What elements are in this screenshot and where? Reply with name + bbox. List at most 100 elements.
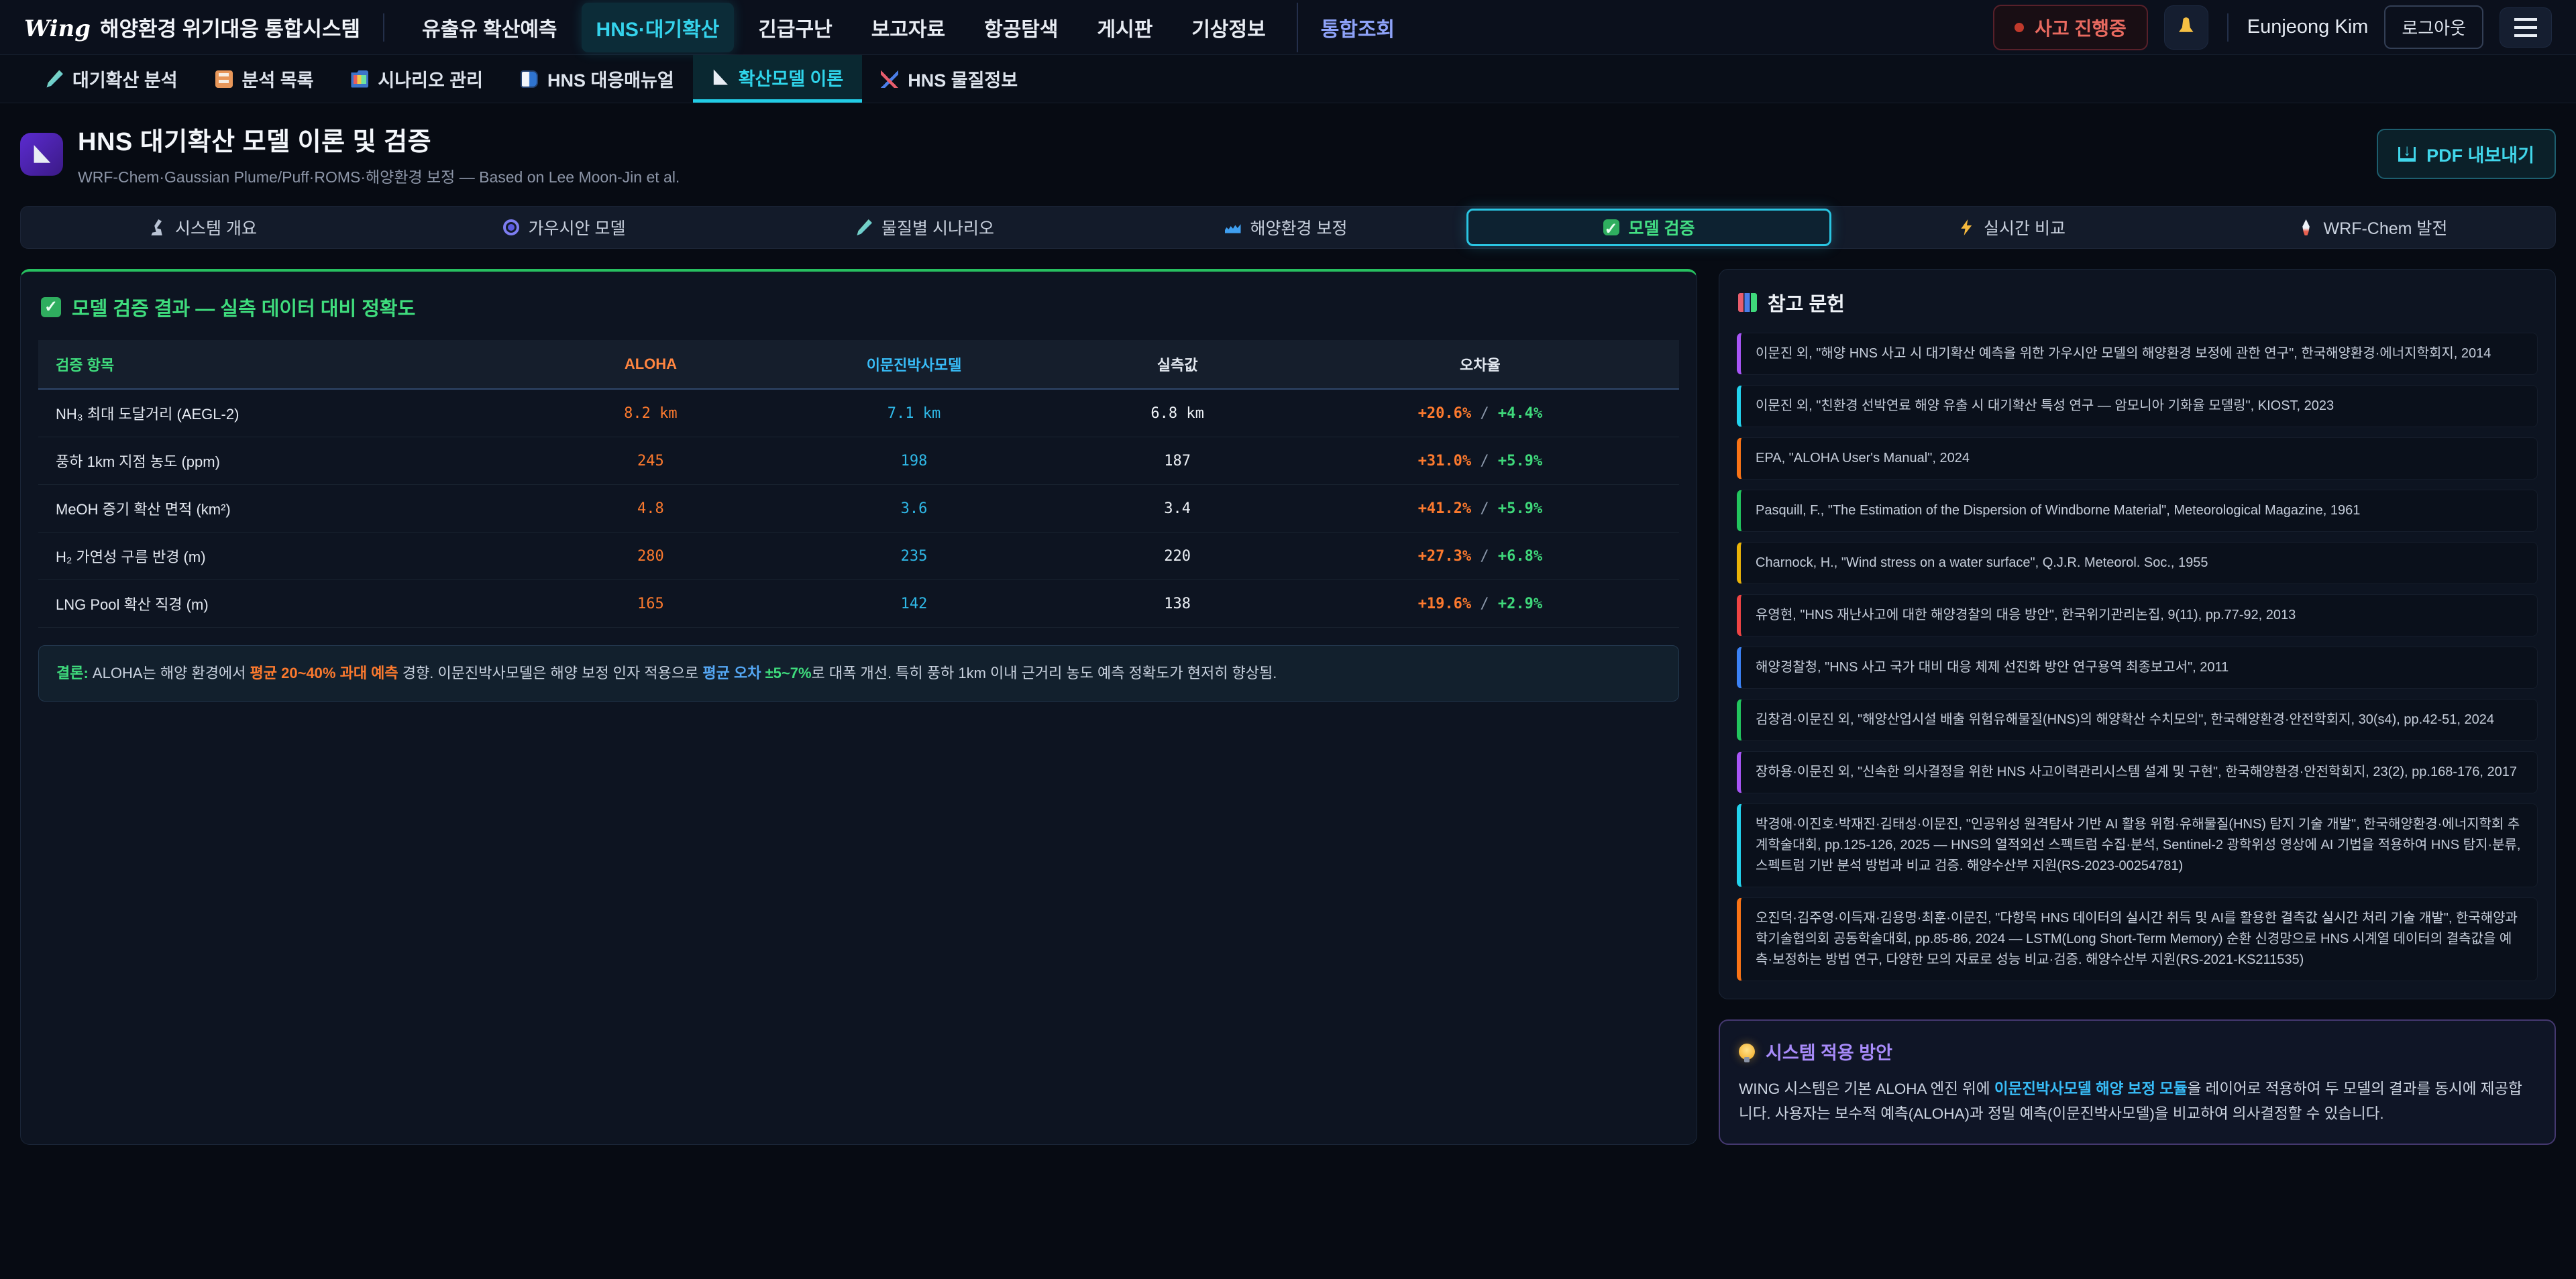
table-row: MeOH 증기 확산 면적 (km²) 4.8 3.6 3.4 +41.2% /… [38,484,1680,533]
subnav-item[interactable]: 대기확산 분석 [27,55,197,103]
model-validation-panel: 모델 검증 결과 — 실측 데이터 대비 정확도 검증 항목 ALOHA 이문진… [20,269,1698,1146]
cell-aloha: 165 [547,579,755,628]
main-panels: 모델 검증 결과 — 실측 데이터 대비 정확도 검증 항목 ALOHA 이문진… [20,269,2556,1146]
theory-tab-label: 모델 검증 [1628,219,1695,238]
reference-item: Charnock, H., "Wind stress on a water su… [1737,542,2538,584]
main-nav-item[interactable]: 보고자료 [871,18,946,41]
cell-item: NH₃ 최대 도달거리 (AEGL-2) [38,389,547,437]
main-nav-item[interactable]: 항공탐색 [984,18,1059,41]
subnav-item-label: HNS 대응매뉴얼 [547,70,674,91]
theory-tab[interactable]: WRF-Chem 발전 [2192,209,2553,246]
col-header-model: 이문진박사모델 [754,340,1074,390]
cell-error: +31.0% / +5.9% [1281,437,1680,485]
table-row: H₂ 가연성 구름 반경 (m) 280 235 220 +27.3% / +6… [38,532,1680,580]
page-title-block: HNS 대기확산 모델 이론 및 검증 WRF-Chem·Gaussian Pl… [78,121,680,187]
cell-aloha: 280 [547,532,755,580]
theory-tab[interactable]: 물질별 시나리오 [745,209,1106,246]
section-subnav: 대기확산 분석 분석 목록 시나리오 관리 HNS 대응매뉴얼 확산모델 이론 … [0,55,2576,103]
bell-icon [2178,17,2194,32]
cell-error: +20.6% / +4.4% [1281,389,1680,437]
incident-badge-label: 사고 진행중 [2035,17,2127,39]
validation-table: 검증 항목 ALOHA 이문진박사모델 실측값 오차율 NH₃ 최대 도달거리 … [38,340,1680,628]
theory-tab-label: 실시간 비교 [1984,219,2065,238]
theory-tab-label: 시스템 개요 [175,219,257,238]
theory-tab-bar: 시스템 개요 가우시안 모델 물질별 시나리오 해양환경 보정 모델 검증 [20,206,2556,249]
logout-button[interactable]: 로그아웃 [2384,5,2483,49]
bulb-icon [1739,1043,1756,1062]
theory-tab[interactable]: 시스템 개요 [23,209,384,246]
cell-item: MeOH 증기 확산 면적 (km²) [38,484,547,533]
menu-button[interactable] [2500,7,2552,48]
cell-item: 풍하 1km 지점 농도 (ppm) [38,437,547,485]
subnav-item[interactable]: 분석 목록 [197,55,333,103]
cell-model: 198 [754,437,1074,485]
theory-tab-label: 가우시안 모델 [528,219,626,238]
reference-item: 오진덕·김주영·이득재·김용명·최훈·이문진, "다항목 HNS 데이터의 실시… [1737,897,2538,981]
theory-tab[interactable]: 가우시안 모델 [384,209,745,246]
theory-tab-label: WRF-Chem 발전 [2323,219,2448,238]
cell-error: +19.6% / +2.9% [1281,579,1680,628]
references-panel: 참고 문헌 이문진 외, "해양 HNS 사고 시 대기확산 예측을 위한 가우… [1719,269,2556,999]
subnav-item-label: HNS 물질정보 [908,70,1018,91]
triangle-ruler-icon [34,145,51,163]
logo-wordmark: Wing [24,15,91,42]
application-title: 시스템 적용 방안 [1766,1043,1892,1063]
incident-status-badge[interactable]: 사고 진행중 [1993,4,2148,50]
main-nav-item[interactable]: 긴급구난 [758,18,833,41]
cell-model: 142 [754,579,1074,628]
validation-table-head: 검증 항목 ALOHA 이문진박사모델 실측값 오차율 [38,340,1680,390]
table-row: 풍하 1km 지점 농도 (ppm) 245 198 187 +31.0% / … [38,437,1680,485]
application-heading: 시스템 적용 방안 [1739,1038,2536,1064]
main-nav-item[interactable]: HNS·대기확산 [581,2,735,52]
reference-item: 이문진 외, "해양 HNS 사고 시 대기확산 예측을 위한 가우시안 모델의… [1737,333,2538,375]
theory-tab[interactable]: 해양환경 보정 [1106,209,1466,246]
page-title: HNS 대기확산 모델 이론 및 검증 [78,128,432,156]
cell-model: 7.1 km [754,389,1074,437]
page-content: HNS 대기확산 모델 이론 및 검증 WRF-Chem·Gaussian Pl… [0,103,2576,1146]
app-logo: Wing 해양환경 위기대응 통합시스템 [24,12,360,42]
references-title: 참고 문헌 [1768,294,1845,315]
right-column: 참고 문헌 이문진 외, "해양 HNS 사고 시 대기확산 예측을 위한 가우… [1719,269,2556,1146]
topbar-right: 사고 진행중 Eunjeong Kim 로그아웃 [1993,4,2552,50]
cell-measured: 220 [1073,532,1281,580]
subnav-item[interactable]: 확산모델 이론 [692,55,863,103]
validation-heading: 모델 검증 결과 — 실측 데이터 대비 정확도 [41,293,1679,321]
export-download-icon [2398,142,2416,162]
cell-measured: 187 [1073,437,1281,485]
cell-aloha: 4.8 [547,484,755,533]
subnav-item-label: 분석 목록 [241,70,314,91]
theory-tab-label: 해양환경 보정 [1250,219,1348,238]
theory-tab[interactable]: 모델 검증 [1466,209,1831,246]
validation-table-body: NH₃ 최대 도달거리 (AEGL-2) 8.2 km 7.1 km 6.8 k… [38,389,1680,628]
subnav-item[interactable]: 시나리오 관리 [332,55,502,103]
reference-item: 해양경찰청, "HNS 사고 국가 대비 대응 체제 선진화 방안 연구용역 최… [1737,647,2538,689]
main-nav-item[interactable]: 통합조회 [1296,2,1409,52]
application-body: WING 시스템은 기본 ALOHA 엔진 위에 이문진박사모델 해양 보정 모… [1739,1080,2522,1123]
pdf-export-label: PDF 내보내기 [2426,146,2534,166]
cell-item: LNG Pool 확산 직경 (m) [38,579,547,628]
main-nav: 유출유 확산예측 HNS·대기확산 긴급구난 보고자료 항공탐색 게시판 기상정… [407,2,1409,52]
reference-item: 유영현, "HNS 재난사고에 대한 해양경찰의 대응 방안", 한국위기관리논… [1737,594,2538,636]
page-header: HNS 대기확산 모델 이론 및 검증 WRF-Chem·Gaussian Pl… [20,121,2556,187]
theory-tab[interactable]: 실시간 비교 [1831,209,2192,246]
main-nav-item[interactable]: 게시판 [1097,18,1153,41]
status-dot-icon [2015,22,2025,32]
cell-aloha: 8.2 km [547,389,755,437]
hamburger-icon [2514,17,2537,37]
reference-item: 장하용·이문진 외, "신속한 의사결정을 위한 HNS 사고이력관리시스템 설… [1737,751,2538,793]
main-nav-item[interactable]: 기상정보 [1191,18,1266,41]
cell-model: 235 [754,532,1074,580]
reference-item: EPA, "ALOHA User's Manual", 2024 [1737,437,2538,480]
notifications-button[interactable] [2163,5,2208,50]
cell-measured: 3.4 [1073,484,1281,533]
subnav-item-label: 시나리오 관리 [378,70,483,91]
page-subtitle: WRF-Chem·Gaussian Plume/Puff·ROMS·해양환경 보… [78,168,680,186]
col-header-measured: 실측값 [1073,340,1281,390]
pdf-export-button[interactable]: PDF 내보내기 [2377,129,2556,179]
subnav-item-label: 대기확산 분석 [72,70,178,91]
conclusion-note: 결론: ALOHA는 해양 환경에서 평균 20~40% 과대 예측 경향. 이… [38,645,1680,702]
subnav-item[interactable]: HNS 물질정보 [862,55,1036,103]
subnav-item-label: 확산모델 이론 [738,68,844,89]
subnav-item[interactable]: HNS 대응매뉴얼 [502,55,693,103]
main-nav-item[interactable]: 유출유 확산예측 [422,18,557,41]
